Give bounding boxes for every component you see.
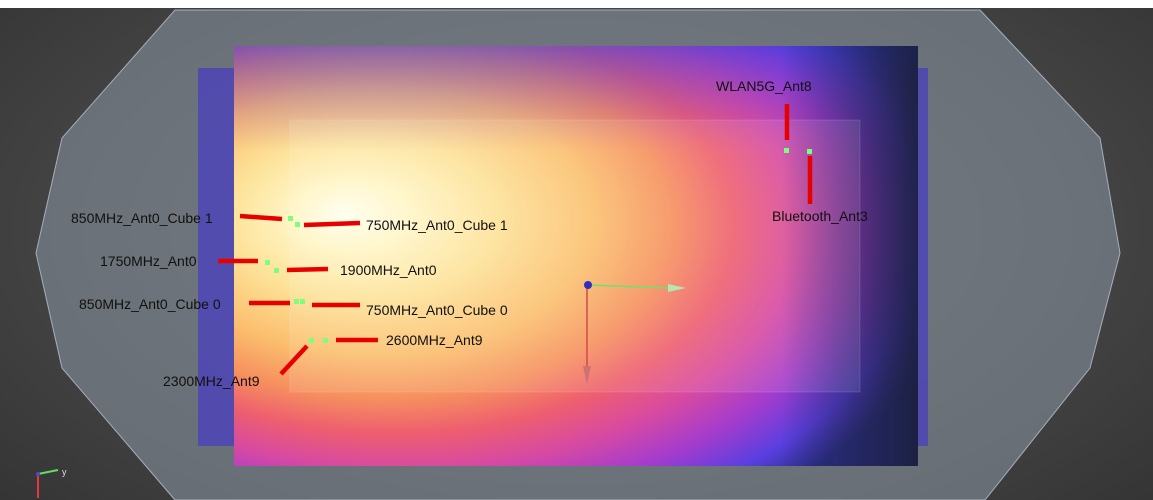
label-ant9-2300: 2300MHz_Ant9 (163, 373, 260, 389)
label-ant0-cube0-750: 750MHz_Ant0_Cube 0 (366, 302, 508, 318)
antenna-dot-bluetooth (807, 149, 812, 154)
axis-x-arrowhead (668, 284, 686, 292)
antenna-dot-cube1-750 (295, 222, 300, 227)
orientation-gizmo[interactable] (36, 469, 59, 498)
axis-y-arrowhead (583, 366, 591, 384)
3d-viewport[interactable]: WLAN5G_Ant8 Bluetooth_Ant3 850MHz_Ant0_C… (0, 8, 1153, 500)
gizmo-origin (36, 472, 40, 476)
callout-ant0-1900 (286, 266, 329, 273)
antenna-dot-cube0-850 (294, 299, 299, 304)
gizmo-x-axis (37, 469, 59, 475)
gizmo-y-label: y (62, 467, 67, 477)
axis-triad[interactable] (583, 281, 686, 384)
inner-board (289, 119, 861, 393)
label-bluetooth: Bluetooth_Ant3 (772, 208, 868, 224)
antenna-dot-1900 (274, 268, 279, 273)
label-ant0-cube1-750: 750MHz_Ant0_Cube 1 (366, 217, 508, 233)
label-ant0-cube1-850: 850MHz_Ant0_Cube 1 (71, 210, 213, 226)
label-ant9-2600: 2600MHz_Ant9 (386, 332, 483, 348)
antenna-dot-1750 (265, 260, 270, 265)
label-ant0-1900: 1900MHz_Ant0 (340, 262, 437, 278)
antenna-dot-2600 (323, 338, 328, 343)
callout-ant9-2300 (279, 344, 309, 376)
callout-ant0-cube1-850 (239, 213, 283, 222)
callout-lines (218, 104, 813, 376)
axis-origin (584, 281, 592, 289)
label-wlan5g: WLAN5G_Ant8 (716, 78, 812, 94)
label-ant0-1750: 1750MHz_Ant0 (100, 253, 197, 269)
heatmap-right-shade (234, 46, 918, 466)
antenna-markers[interactable] (265, 148, 812, 343)
callout-ant0-cube1-750 (303, 220, 361, 228)
antenna-dot-wlan5g (784, 148, 789, 153)
scene-canvas[interactable] (0, 8, 1153, 500)
antenna-dot-cube1-850 (288, 216, 293, 221)
antenna-dot-cube0-750 (300, 299, 305, 304)
label-ant0-cube0-850: 850MHz_Ant0_Cube 0 (79, 296, 221, 312)
axis-x-line (588, 284, 673, 289)
antenna-dot-2300 (309, 338, 314, 343)
